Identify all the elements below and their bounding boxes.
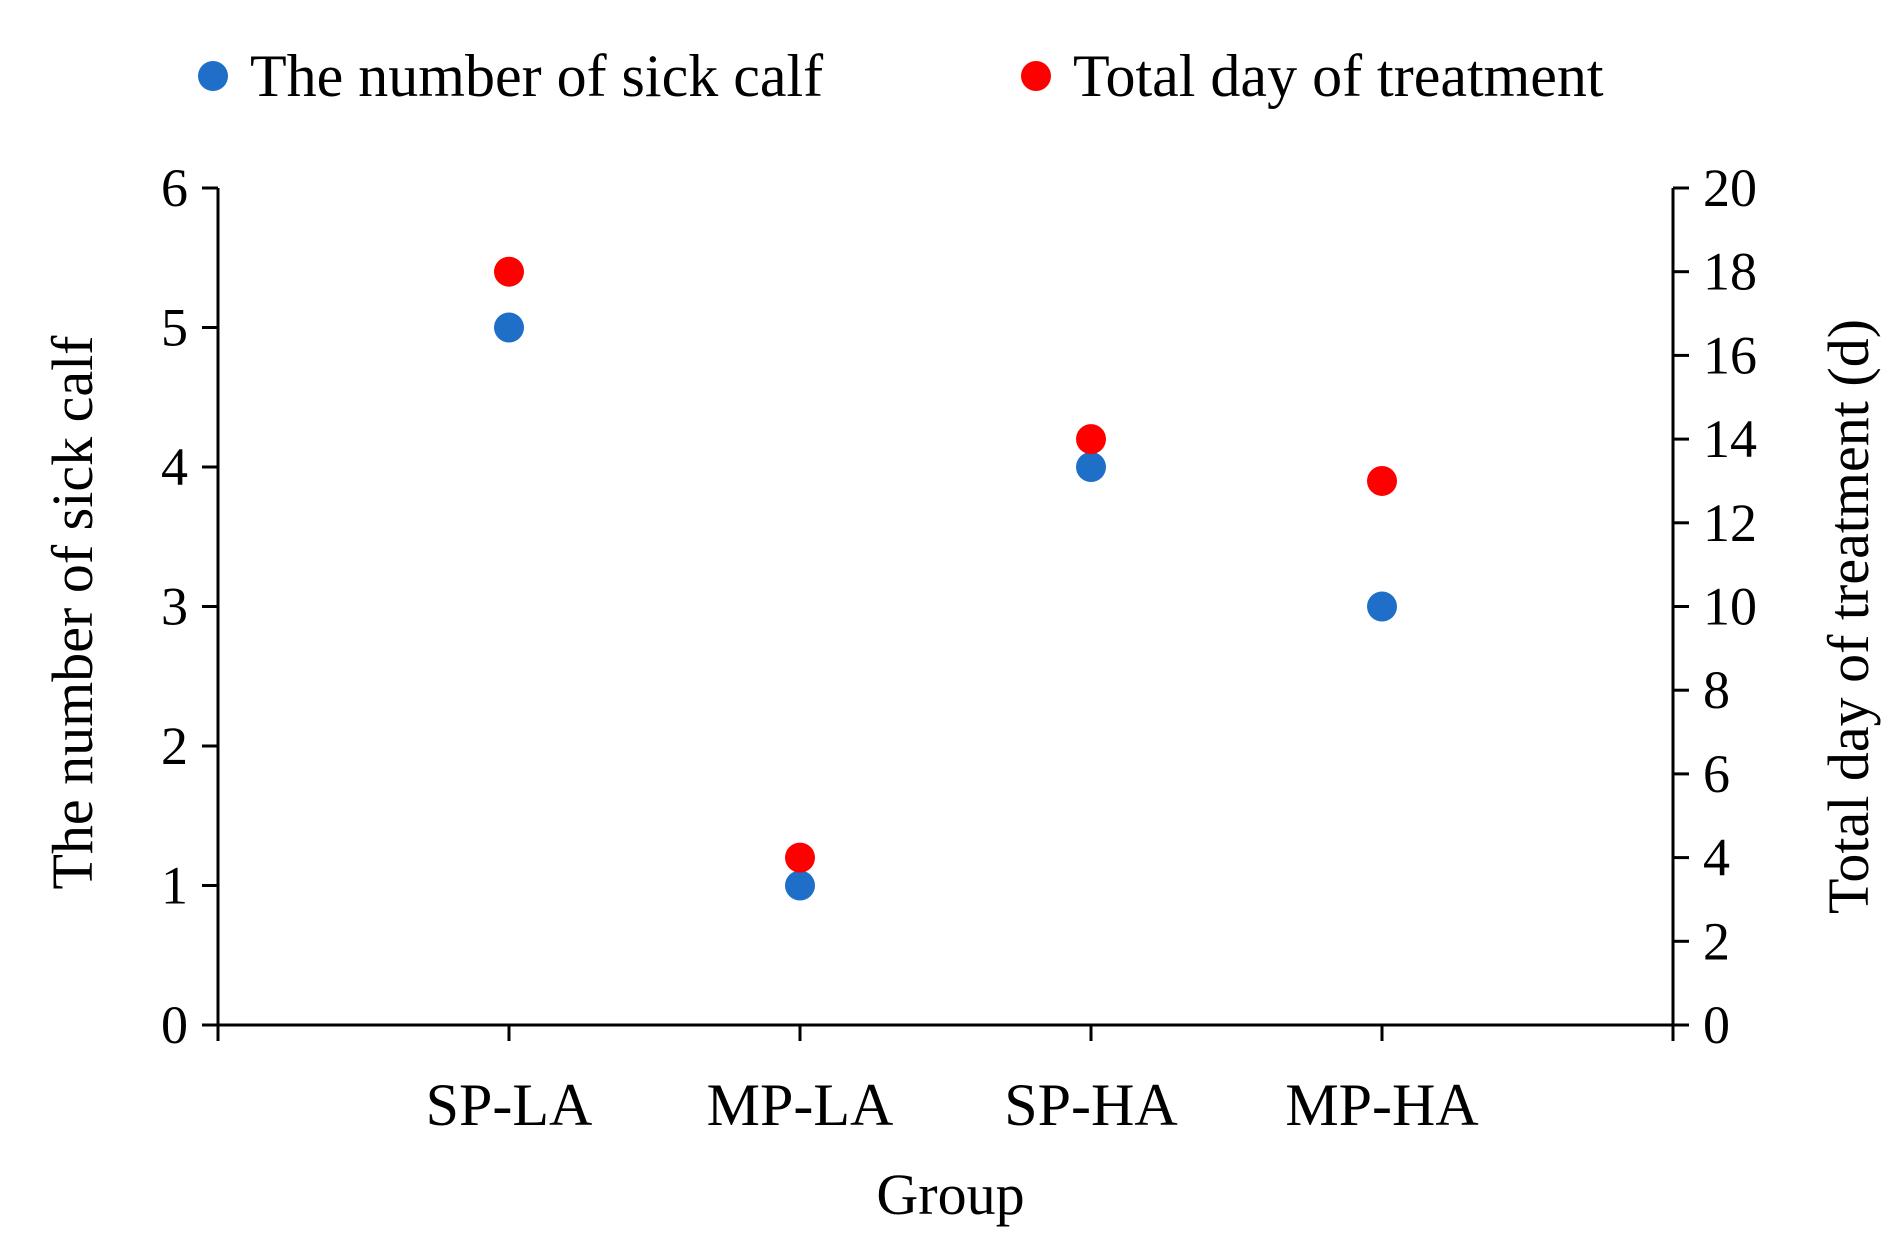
y-axis-title: The number of sick calf <box>40 335 105 890</box>
right-y-tick-label: 14 <box>1703 409 1757 469</box>
treatment-day-point-sp-ha <box>1076 424 1106 455</box>
sick-calf-point-sp-la <box>494 312 524 343</box>
x-axis-title: Group <box>876 1162 1024 1227</box>
x-category-label: SP-HA <box>1004 1072 1177 1138</box>
left-y-tick-label: 5 <box>161 298 188 358</box>
left-y-tick-label: 4 <box>161 437 188 497</box>
right-y-tick-label: 2 <box>1703 911 1730 971</box>
data-points <box>494 256 1397 901</box>
left-y-tick-label: 0 <box>161 995 188 1055</box>
right-y-tick-label: 16 <box>1703 325 1757 385</box>
y2-axis-title: Total day of treatment (d) <box>1816 319 1881 914</box>
x-category-label: SP-LA <box>426 1072 593 1138</box>
treatment-day-point-mp-la <box>785 842 815 873</box>
right-y-ticks: 0 2 4 6 8 10 12 14 16 18 20 <box>1673 158 1757 1055</box>
right-y-tick-label: 8 <box>1703 660 1730 720</box>
x-ticks: SP-LA MP-LA SP-HA MP-HA <box>216 1025 1675 1138</box>
treatment-day-point-mp-ha <box>1367 465 1397 496</box>
legend-label: The number of sick calf <box>250 43 823 109</box>
right-y-tick-label: 0 <box>1703 995 1730 1055</box>
x-category-label: MP-LA <box>707 1072 894 1138</box>
legend-label: Total day of treatment <box>1073 43 1604 109</box>
right-y-tick-label: 10 <box>1703 577 1757 637</box>
right-y-tick-label: 4 <box>1703 828 1730 888</box>
legend: The number of sick calf Total day of trea… <box>198 43 1604 109</box>
left-y-tick-label: 1 <box>161 856 188 916</box>
sick-calf-point-mp-la <box>785 870 815 901</box>
legend-marker <box>1021 61 1051 91</box>
left-y-ticks: 0 1 2 3 4 5 6 <box>161 158 218 1055</box>
right-y-tick-label: 12 <box>1703 493 1757 553</box>
treatment-day-point-sp-la <box>494 256 524 287</box>
right-y-tick-label: 6 <box>1703 744 1730 804</box>
left-y-tick-label: 3 <box>161 577 188 637</box>
legend-marker <box>198 61 228 91</box>
left-y-tick-label: 2 <box>161 716 188 776</box>
sick-calf-point-mp-ha <box>1367 591 1397 622</box>
left-y-tick-label: 6 <box>161 158 188 218</box>
x-category-label: MP-HA <box>1285 1072 1478 1138</box>
right-y-tick-label: 20 <box>1703 158 1757 218</box>
sick-calf-point-sp-ha <box>1076 452 1106 482</box>
right-y-tick-label: 18 <box>1703 242 1757 302</box>
